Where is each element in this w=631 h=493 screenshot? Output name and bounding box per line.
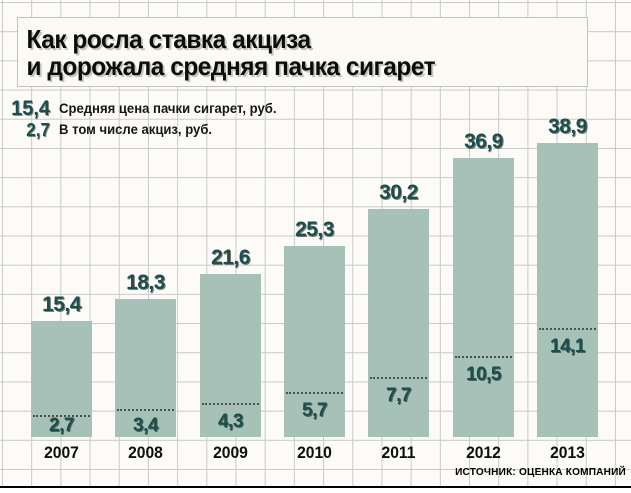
excise-level-line-2007 [33,415,90,417]
price-value-label-2007: 15,4 [42,293,81,316]
bar-2011: 7,7 [368,209,429,437]
excise-level-line-2011 [370,377,427,379]
excise-value-label-2009: 4,3 [218,411,243,432]
source-note: ИСТОЧНИК: ОЦЕНКА КОМПАНИЙ [455,466,626,478]
year-label-2012: 2012 [466,443,501,462]
bar-2010: 5,7 [284,246,345,437]
excise-value-label-2008: 3,4 [133,415,158,436]
year-label-2011: 2011 [381,443,416,462]
legend-excise-label: В том числе акциз, руб. [59,122,213,137]
bar-2009: 4,3 [200,274,261,437]
year-label-2013: 2013 [550,443,585,462]
year-label-2010: 2010 [297,443,332,462]
price-value-label-2011: 30,2 [379,181,418,204]
excise-value-label-2007: 2,7 [49,415,74,436]
legend-item-price: 15,4 Средняя цена пачки сигарет, руб. [0,97,283,121]
legend-excise-sample-value: 2,7 [26,120,50,140]
excise-level-line-2013 [539,328,596,330]
price-value-label-2009: 21,6 [211,246,250,269]
bar-2008: 3,4 [115,299,176,437]
year-label-2009: 2009 [213,443,248,462]
excise-value-label-2013: 14,1 [550,336,585,357]
price-value-label-2013: 38,9 [548,115,587,138]
price-value-label-2008: 18,3 [126,271,165,294]
excise-level-line-2010 [286,392,343,394]
excise-level-line-2012 [455,356,512,358]
bar-2013: 14,1 [537,143,598,437]
excise-level-line-2008 [117,409,174,411]
bar-2007: 2,7 [31,321,92,437]
excise-value-label-2010: 5,7 [302,400,327,421]
chart-title: Как росла ставка акциза и дорожала средн… [18,18,553,80]
chart-title-line2: и дорожала средняя пачка сигарет [26,51,436,81]
legend-item-excise: 2,7 В том числе акциз, руб. [0,120,217,141]
bottom-rule [0,486,631,493]
chart-title-line1: Как росла ставка акциза [26,24,311,54]
excise-value-label-2011: 7,7 [386,385,411,406]
legend-price-sample-value: 15,4 [11,97,50,120]
year-label-2008: 2008 [128,443,163,462]
excise-value-label-2012: 10,5 [466,364,501,385]
price-value-label-2010: 25,3 [295,218,334,241]
legend-price-label: Средняя цена пачки сигарет, руб. [59,101,277,116]
year-label-2007: 2007 [44,443,79,462]
excise-level-line-2009 [202,403,259,405]
chart-title-box: Как росла ставка акциза и дорожала средн… [17,17,588,87]
price-value-label-2012: 36,9 [464,130,503,153]
bar-2012: 10,5 [453,158,514,437]
